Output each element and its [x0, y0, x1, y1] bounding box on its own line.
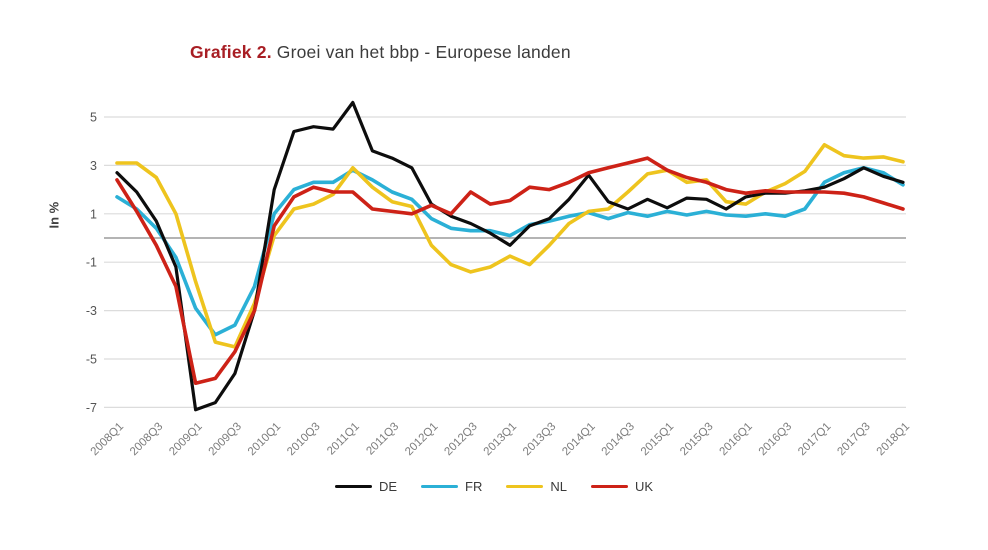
y-tick-label: -7	[86, 401, 97, 415]
y-tick-label: 5	[90, 111, 97, 125]
x-tick-label: 2014Q3	[600, 421, 637, 458]
y-tick-label: -5	[86, 353, 97, 367]
x-tick-label: 2009Q1	[167, 421, 204, 458]
x-tick-label: 2013Q3	[521, 421, 558, 458]
series-line-UK	[115, 156, 905, 385]
x-tick-label: 2008Q3	[128, 421, 165, 458]
x-tick-label: 2010Q3	[285, 421, 322, 458]
legend-swatch-UK	[590, 484, 628, 489]
legend-swatch-DE	[334, 484, 372, 489]
legend-label-UK: UK	[634, 479, 654, 494]
x-tick-label: 2009Q3	[207, 421, 244, 458]
x-tick-label: 2008Q1	[89, 421, 126, 458]
x-tick-label: 2016Q1	[717, 421, 754, 458]
x-tick-label: 2011Q1	[325, 421, 362, 458]
series-line-NL	[115, 143, 905, 349]
chart-title-text: Groei van het bbp - Europese landen	[276, 42, 571, 62]
x-tick-label: 2018Q1	[875, 421, 912, 458]
legend: DE FR NL UK	[0, 479, 988, 494]
x-tick-label: 2016Q3	[757, 421, 794, 458]
x-tick-label: 2011Q3	[364, 421, 401, 458]
x-tick-label: 2017Q3	[835, 421, 872, 458]
y-tick-label: -3	[86, 304, 97, 318]
x-tick-label: 2013Q1	[482, 421, 519, 458]
legend-item-DE: DE	[334, 479, 398, 494]
chart-title-prefix: Grafiek 2.	[190, 42, 272, 62]
legend-swatch-FR	[421, 484, 459, 489]
x-tick-label: 2014Q1	[560, 421, 597, 458]
legend-item-FR: FR	[421, 479, 482, 494]
x-tick-label: 2012Q3	[442, 421, 479, 458]
y-tick-label: 1	[90, 207, 97, 221]
x-tick-label: 2017Q1	[796, 421, 833, 458]
x-tick-label: 2012Q1	[403, 421, 440, 458]
series-line-FR	[115, 166, 905, 337]
legend-item-NL: NL	[506, 479, 567, 494]
legend-item-UK: UK	[590, 479, 654, 494]
legend-label-NL: NL	[550, 479, 567, 494]
x-tick-label: 2015Q3	[678, 421, 715, 458]
y-tick-label: -1	[86, 256, 97, 270]
series-line-DE	[115, 100, 905, 412]
legend-swatch-NL	[506, 484, 544, 489]
chart-title: Grafiek 2. Groei van het bbp - Europese l…	[190, 42, 571, 63]
legend-label-DE: DE	[378, 479, 398, 494]
x-tick-label: 2015Q1	[639, 421, 676, 458]
y-tick-label: 3	[90, 159, 97, 173]
legend-label-FR: FR	[465, 479, 483, 494]
x-tick-label: 2010Q1	[246, 421, 283, 458]
